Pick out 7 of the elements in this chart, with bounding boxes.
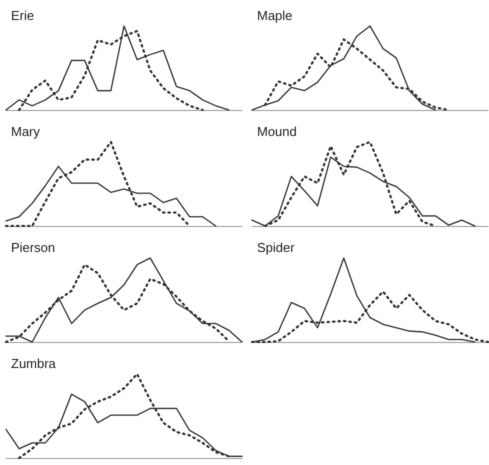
chart-title: Maple [257, 8, 292, 23]
chart-title: Spider [257, 240, 296, 255]
chart-title: Zumbra [11, 356, 57, 371]
chart-title: Mary [11, 124, 40, 139]
chart-title: Erie [11, 8, 34, 23]
chart-title: Mound [257, 124, 297, 139]
chart-title: Pierson [11, 240, 56, 255]
